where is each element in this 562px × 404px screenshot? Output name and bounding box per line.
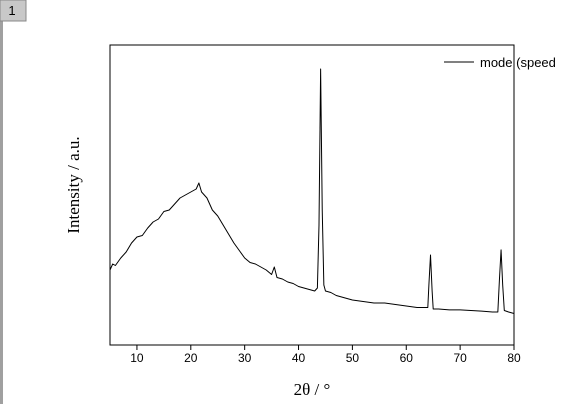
- x-tick-label: 80: [507, 351, 521, 365]
- plot-frame: [109, 44, 515, 346]
- x-tick-label: 50: [346, 351, 360, 365]
- x-tick-label: 10: [130, 351, 144, 365]
- x-tick-label: 70: [453, 351, 467, 365]
- x-tick-label: 40: [292, 351, 306, 365]
- x-tick-label: 60: [400, 351, 414, 365]
- x-axis-label: 2θ / °: [294, 380, 331, 399]
- data-line: [109, 68, 515, 314]
- x-tick-label: 30: [238, 351, 252, 365]
- tab[interactable]: [0, 0, 27, 22]
- x-tick-label: 20: [184, 351, 198, 365]
- y-axis-label: Intensity / a.u.: [64, 136, 83, 233]
- tab-label: 1: [8, 3, 15, 18]
- legend-label: mode (speed: [480, 55, 556, 70]
- left-border: [0, 0, 3, 404]
